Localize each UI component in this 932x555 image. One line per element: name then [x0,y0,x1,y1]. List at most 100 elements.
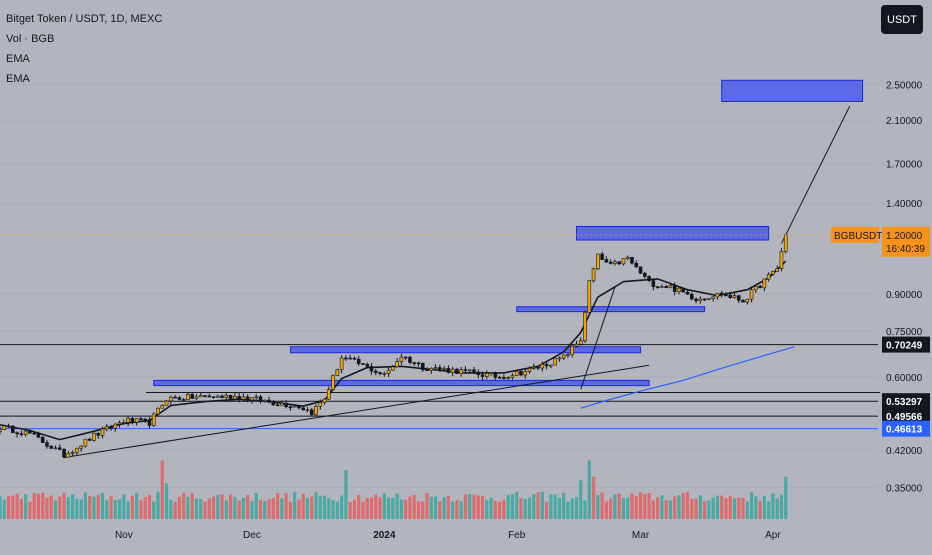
volume-bar [117,499,122,519]
candle-body [177,397,182,400]
candle-body [75,447,79,453]
volume-bar [720,495,724,519]
x-tick-label: 2024 [373,530,396,541]
candle-body [220,395,224,398]
volume-bar [485,499,489,519]
volume-bar [113,499,117,519]
candle-body [416,362,421,365]
volume-bar [275,493,280,519]
candle-body [625,256,630,259]
volume-bar [386,497,391,519]
candle-body [122,422,126,424]
volume-bar [122,494,126,519]
volume-bar [53,500,58,519]
candle-body [292,405,297,408]
x-tick-label: Nov [115,530,133,541]
volume-bar [651,500,655,519]
legend-ema-2[interactable]: EMA [6,73,30,85]
volume-bar [32,493,36,519]
candle-body [288,406,293,409]
volume-bar [408,496,412,519]
volume-bar [698,495,702,519]
candle-body [271,401,276,406]
volume-bar [246,495,250,519]
candle-body [143,418,147,421]
volume-bar [544,501,549,519]
candle-body [497,377,502,379]
candle-body [211,396,216,398]
volume-bar [382,493,386,519]
volume-bar [656,497,660,519]
candle-body [732,295,737,298]
candle-body [519,370,523,376]
volume-bar [502,499,506,519]
candle-body [694,298,698,302]
volume-layer [0,460,788,519]
candle-body [36,433,41,438]
volume-bar [369,497,374,519]
candle-body [32,432,36,435]
candle-body [493,372,498,378]
candle-body [698,298,703,302]
volume-bar [399,499,404,519]
candle-body [62,449,66,458]
y-tick-label: 1.40000 [886,199,923,210]
price-tags-layer: BGBUSDT 1.20000 16:40:39 0.70249 0.53297 0.49… [0,226,930,437]
candle-body [361,363,365,365]
candle-body [147,419,152,426]
volume-bar [190,493,194,519]
volume-bar [143,497,147,519]
trendline-1 [580,286,616,390]
candle-body [724,294,728,297]
candle-body [23,430,28,435]
volume-bar [519,497,523,519]
candle-body [600,253,604,260]
volume-bar [566,501,570,519]
candle-body [707,298,711,300]
price-tag-3: 0.46613 [886,425,923,436]
volume-bar [100,492,105,519]
volume-bar [331,499,335,519]
candle-body [480,374,485,377]
volume-bar [374,494,378,519]
volume-bar [79,499,83,519]
volume-bar [357,494,361,519]
volume-bar [493,500,497,519]
candle-body [49,445,54,449]
volume-bar [647,493,651,519]
candle-body [523,371,528,376]
candle-body [617,261,621,265]
candle-body [305,409,310,412]
candle-body [762,278,767,289]
currency-button[interactable]: USDT [881,5,923,34]
legend-ema-1[interactable]: EMA [6,53,30,65]
axis-layer: 2.50000 2.10000 1.70000 1.40000 0.90000 0.750… [115,80,923,541]
candle-body [578,340,583,345]
candle-body [169,396,173,402]
volume-bar [596,495,600,519]
candle-body [442,368,446,370]
candle-body [438,367,442,370]
candle-body [681,287,686,293]
candle-body [309,409,314,416]
candle-body [0,429,2,432]
volume-bar [109,496,113,519]
symbol-tag-bg [831,226,879,243]
legend-title[interactable]: Bitget Token / USDT, 1D, MEXC [6,13,163,25]
volume-bar [41,492,45,519]
volume-bar [284,493,288,519]
volume-bar [173,502,177,519]
candle-body [621,258,626,265]
candle-body [386,369,391,374]
price-tag-bg-3 [882,420,930,437]
zone-2 [516,306,706,313]
y-tick-label: 0.75000 [886,327,923,338]
legend-volume[interactable]: Vol · BGB [6,33,55,45]
candle-body [455,368,459,374]
legend: Bitget Token / USDT, 1D, MEXC Vol · BGB … [6,9,162,89]
volume-bar [715,495,720,519]
candle-body [275,404,280,407]
volume-bar [75,498,79,519]
